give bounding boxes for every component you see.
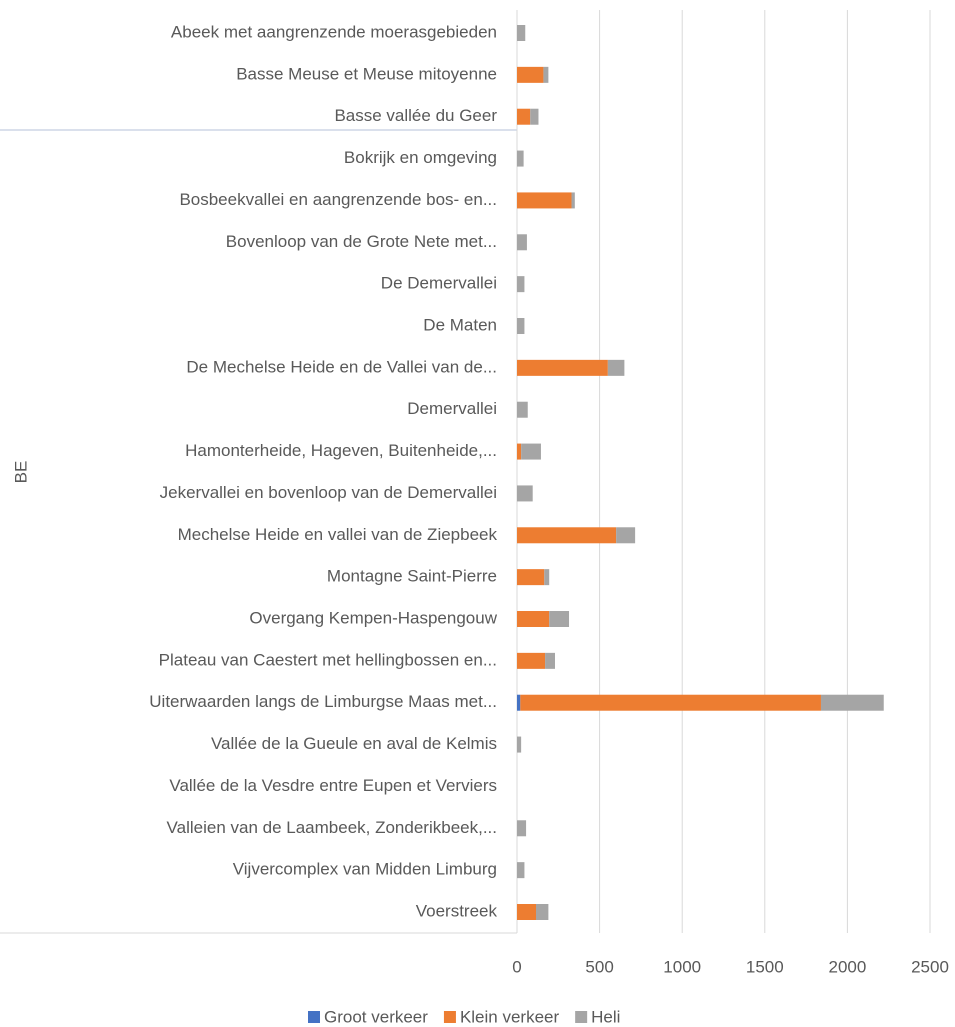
y-tick-label: Valleien van de Laambeek, Zonderikbeek,.… — [167, 818, 497, 837]
y-tick-label: Mechelse Heide en vallei van de Ziepbeek — [178, 525, 498, 544]
y-tick-label: Bokrijk en omgeving — [344, 148, 497, 167]
y-tick-label: Montagne Saint-Pierre — [327, 567, 497, 586]
bar-segment — [517, 611, 550, 627]
bar-segment — [517, 66, 544, 83]
y-tick-label: Bovenloop van de Grote Nete met... — [226, 232, 497, 251]
y-tick-label: Voerstreek — [416, 901, 498, 920]
bar-segment — [517, 108, 531, 125]
bar-segment — [535, 904, 549, 920]
bar-segment — [517, 25, 526, 41]
bar-segment — [517, 485, 533, 502]
bar-segment — [517, 359, 608, 376]
x-tick-label: 2500 — [911, 957, 949, 976]
y-tick-label: Uiterwaarden langs de Limburgse Maas met… — [149, 692, 497, 711]
y-tick-label: Overgang Kempen-Haspengouw — [249, 608, 497, 627]
bar-segment — [517, 862, 525, 879]
y-tick-label: Vallée de la Vesdre entre Eupen et Vervi… — [169, 776, 497, 795]
y-tick-label: Jekervallei en bovenloop van de Demerval… — [160, 483, 497, 502]
y-tick-label: Vijvercomplex van Midden Limburg — [233, 860, 497, 879]
y-tick-label: Bosbeekvallei en aangrenzende bos- en... — [179, 190, 497, 209]
bar-segment — [543, 66, 549, 83]
x-tick-label: 1000 — [663, 957, 701, 976]
bar-segment — [517, 736, 522, 753]
bar-segment — [517, 443, 522, 460]
bar-segment — [820, 694, 884, 711]
bar-segment — [544, 569, 550, 586]
y-tick-label: Vallée de la Gueule en aval de Kelmis — [211, 734, 497, 753]
bar-segment — [517, 569, 545, 586]
y-tick-label: De Demervallei — [381, 274, 497, 293]
bar-segment — [549, 611, 570, 627]
x-tick-label: 2000 — [828, 957, 866, 976]
bar-segment — [520, 694, 821, 711]
bar-segment — [517, 276, 525, 293]
y-tick-label: De Maten — [423, 315, 497, 334]
bar-segment — [530, 108, 539, 125]
y-tick-label: Plateau van Caestert met hellingbossen e… — [159, 650, 497, 669]
x-tick-label: 1500 — [746, 957, 784, 976]
y-tick-label: Abeek met aangrenzende moerasgebieden — [171, 22, 497, 41]
bar-segment — [517, 234, 527, 251]
legend-label: Klein verkeer — [460, 1007, 560, 1026]
legend-label: Groot verkeer — [324, 1007, 428, 1026]
x-tick-label: 0 — [512, 957, 521, 976]
legend-swatch — [443, 1011, 456, 1023]
bar-segment — [517, 652, 546, 669]
bar-segment — [517, 150, 524, 167]
y-tick-label: Demervallei — [407, 399, 497, 418]
x-tick-label: 500 — [585, 957, 613, 976]
bar-segment — [517, 527, 617, 544]
bar-segment — [571, 192, 575, 209]
bar-segment — [616, 527, 636, 544]
bar-segment — [517, 401, 528, 418]
legend-label: Heli — [591, 1007, 620, 1026]
bar-segment — [517, 904, 536, 920]
y-tick-label: Basse vallée du Geer — [334, 106, 497, 125]
bar-segment — [517, 694, 521, 711]
bar-segment — [545, 652, 555, 669]
y-tick-label: Basse Meuse et Meuse mitoyenne — [236, 64, 497, 83]
y-tick-label: Hamonterheide, Hageven, Buitenheide,... — [185, 441, 497, 460]
legend-swatch — [575, 1011, 588, 1023]
legend-swatch — [308, 1011, 320, 1023]
y-axis-label: BE — [11, 461, 30, 484]
bar-segment — [607, 359, 625, 376]
bar-segment — [521, 443, 541, 460]
bar-segment — [517, 192, 572, 209]
y-tick-label: De Mechelse Heide en de Vallei van de... — [186, 357, 497, 376]
bar-segment — [517, 820, 527, 837]
bar-segment — [517, 318, 525, 334]
